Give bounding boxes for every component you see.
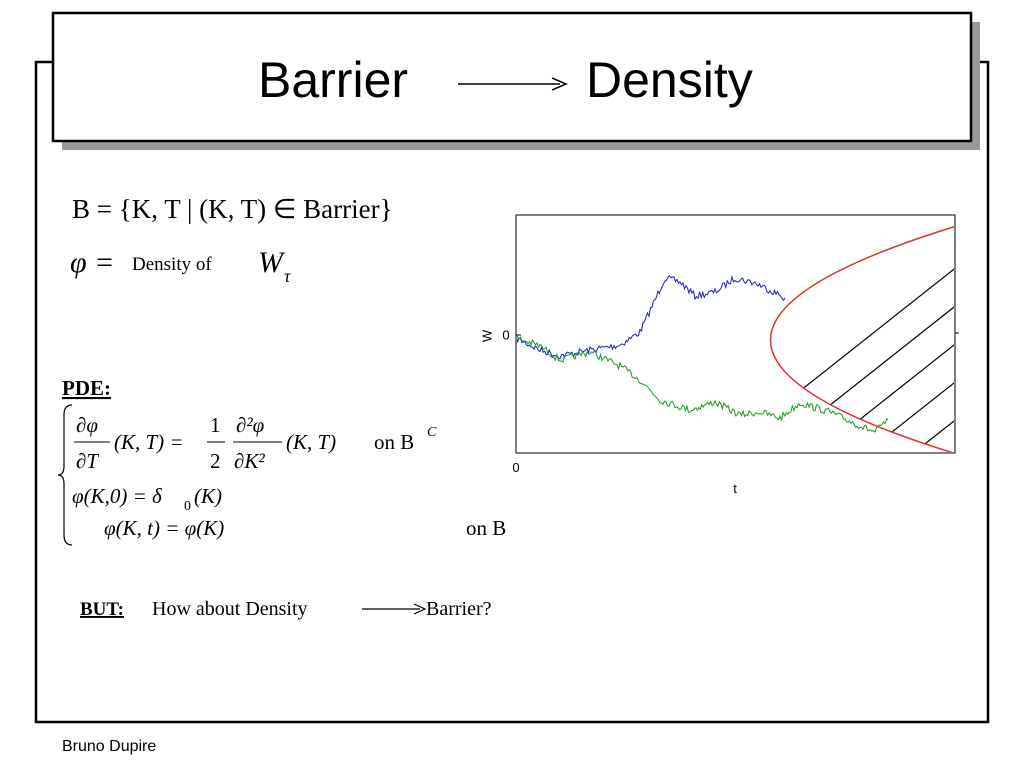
- second-derivative-denominator: ∂K²: [234, 449, 265, 473]
- boundary-condition: φ(K, t) = φ(K): [104, 516, 224, 540]
- x-axis-label: t: [733, 481, 737, 496]
- initial-condition: φ(K,0) = δ: [72, 484, 163, 508]
- on-b: on B: [466, 516, 506, 540]
- blue-path: [517, 274, 786, 360]
- half-denominator: 2: [210, 449, 221, 473]
- y-axis-label: W: [479, 329, 494, 342]
- initial-argument: (K): [194, 484, 222, 508]
- density-of: Density of: [132, 254, 212, 275]
- delta-subscript: 0: [184, 499, 191, 514]
- y-zero-label: 0: [502, 327, 509, 342]
- numerator: ∂φ: [76, 413, 98, 437]
- x-zero-label: 0: [512, 460, 519, 475]
- title-left: Barrier: [258, 52, 408, 108]
- but-label: BUT:: [80, 599, 124, 620]
- title-box: [51, 11, 973, 143]
- question-arrow: [362, 603, 427, 615]
- w-symbol: W: [258, 246, 286, 279]
- hatch-line: [843, 225, 954, 452]
- title-arrow: [458, 77, 568, 91]
- pde-rhs-args: (K, T): [286, 430, 336, 454]
- brace: [57, 404, 73, 546]
- barrier-set: B = {K, T | (K, T) ∈ Barrier}: [72, 194, 393, 224]
- question-after: Barrier?: [426, 598, 492, 620]
- half-numerator: 1: [210, 413, 221, 437]
- hatch-line: [770, 225, 954, 452]
- footer: Bruno Dupire: [62, 738, 156, 755]
- green-path: [517, 335, 889, 433]
- complement-superscript: C: [427, 425, 437, 440]
- question-before: How about Density: [152, 598, 308, 620]
- phi-def: φ =: [70, 246, 114, 279]
- pde-label: PDE:: [62, 376, 111, 400]
- tau-subscript: τ: [284, 266, 291, 286]
- second-derivative-numerator: ∂²φ: [236, 413, 265, 437]
- pde-lhs-args: (K, T) =: [114, 430, 184, 454]
- hatch-line: [891, 225, 954, 452]
- slide-frame: [34, 60, 990, 724]
- on-b-complement: on B: [374, 430, 414, 454]
- title-right: Density: [586, 52, 753, 108]
- plot-frame: [515, 214, 956, 454]
- denominator: ∂T: [76, 449, 99, 473]
- barrier-curve: [770, 226, 954, 452]
- hatch-line: [988, 209, 1024, 470]
